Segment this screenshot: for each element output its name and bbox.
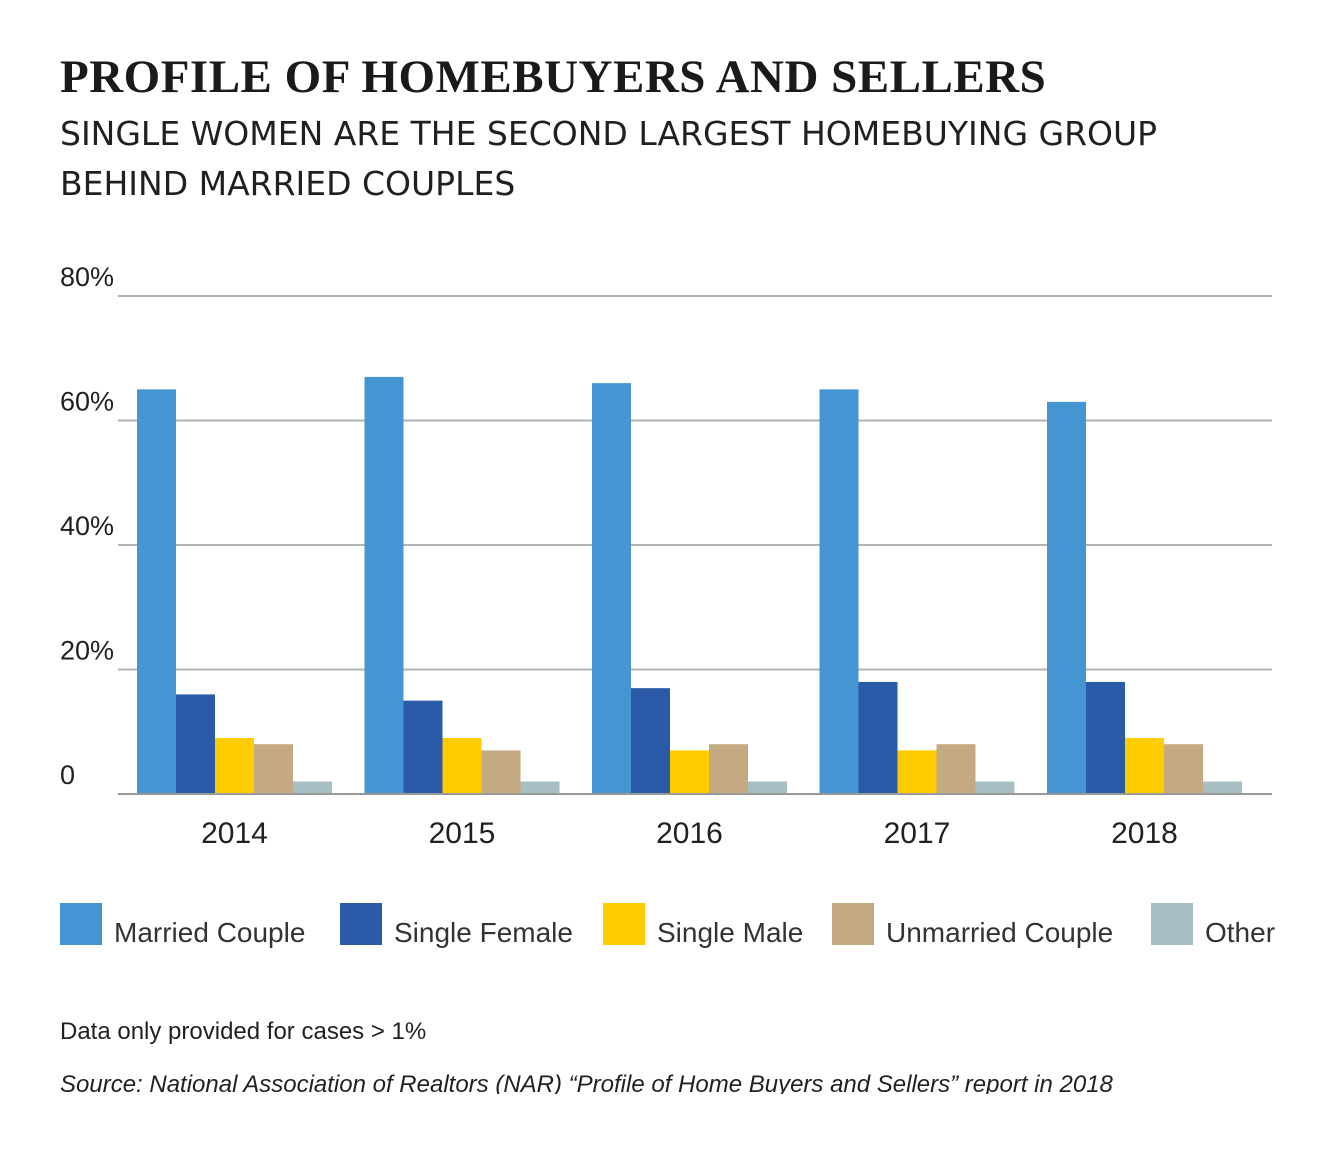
chart-subtitle: SINGLE WOMEN ARE THE SECOND LARGEST HOME… bbox=[60, 114, 1158, 203]
legend-label: Married Couple bbox=[114, 917, 306, 948]
legend-item: Single Female bbox=[340, 903, 573, 953]
bar bbox=[748, 781, 787, 794]
bar bbox=[631, 688, 670, 794]
bar bbox=[1125, 737, 1164, 794]
bar bbox=[670, 750, 709, 794]
footnote: Data only provided for cases > 1% bbox=[60, 1018, 427, 1045]
legend-item: Other bbox=[1151, 903, 1275, 953]
bar bbox=[403, 700, 443, 794]
y-tick-label: 60% bbox=[60, 387, 114, 417]
legend-label: Single Male bbox=[657, 917, 804, 948]
y-tick-label: 80% bbox=[60, 262, 114, 292]
bar bbox=[975, 781, 1015, 794]
y-tick-label: 40% bbox=[60, 511, 114, 541]
legend-item: Unmarried Couple bbox=[832, 903, 1113, 953]
y-tick-label: 20% bbox=[60, 636, 114, 666]
legend-swatch bbox=[832, 903, 874, 945]
legend-item: Single Male bbox=[603, 903, 803, 953]
x-tick-label: 2017 bbox=[884, 817, 951, 850]
bar bbox=[137, 389, 176, 794]
bar bbox=[858, 681, 898, 794]
source-note: Source: National Association of Realtors… bbox=[60, 1071, 1113, 1094]
bar bbox=[442, 737, 482, 794]
bar bbox=[897, 750, 937, 794]
x-tick-label: 2014 bbox=[201, 817, 268, 850]
bar bbox=[520, 781, 560, 794]
bar bbox=[364, 376, 404, 794]
legend-label: Other bbox=[1205, 917, 1276, 948]
bar bbox=[1203, 781, 1242, 794]
legend-label: Single Female bbox=[394, 917, 573, 948]
bar bbox=[481, 750, 521, 794]
bar bbox=[1164, 744, 1203, 794]
bar bbox=[293, 781, 332, 794]
bar bbox=[1047, 401, 1086, 794]
x-tick-label: 2015 bbox=[429, 817, 496, 850]
legend-swatch bbox=[603, 903, 645, 945]
y-tick-label: 0 bbox=[60, 760, 75, 790]
chart-title: PROFILE OF HOMEBUYERS AND SELLERS bbox=[60, 51, 1047, 103]
legend-swatch bbox=[1151, 903, 1193, 945]
bar bbox=[254, 744, 293, 794]
bar bbox=[936, 744, 976, 794]
legend-label: Unmarried Couple bbox=[886, 917, 1114, 948]
bar bbox=[1086, 681, 1125, 794]
bar bbox=[215, 737, 254, 794]
x-tick-label: 2018 bbox=[1111, 817, 1178, 850]
bar bbox=[176, 694, 215, 794]
x-tick-label: 2016 bbox=[656, 817, 723, 850]
legend-swatch bbox=[60, 903, 102, 945]
legend-item: Married Couple bbox=[60, 903, 305, 953]
bar bbox=[709, 744, 748, 794]
bar-chart: 0 20% 40% 60% 80% 2014 2015 2016 2017 2018 bbox=[60, 262, 1272, 850]
legend-swatch bbox=[340, 903, 382, 945]
bar bbox=[592, 383, 631, 794]
bar bbox=[819, 389, 859, 794]
